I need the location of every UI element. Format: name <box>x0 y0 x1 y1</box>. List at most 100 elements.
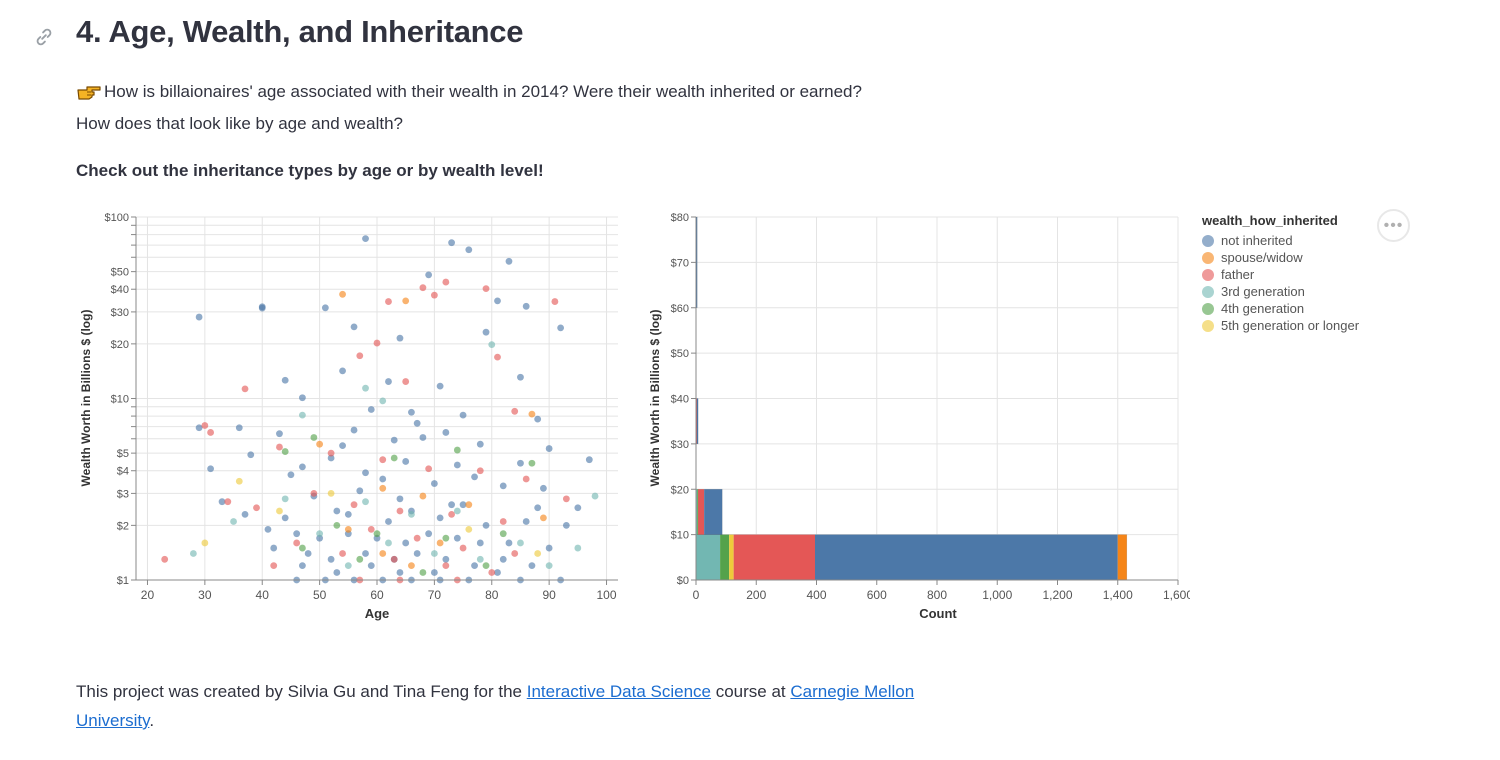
scatter-point <box>367 562 375 570</box>
scatter-point <box>207 465 214 473</box>
legend-label: 4th generation <box>1221 301 1305 316</box>
scatter-point <box>390 555 398 563</box>
scatter-point <box>281 448 289 455</box>
scatter-point <box>304 550 312 557</box>
x-tick-label: 60 <box>370 588 384 602</box>
scatter-point <box>367 526 375 533</box>
scatter-point <box>482 328 490 336</box>
legend-swatch <box>1202 302 1214 315</box>
scatter-point <box>465 501 473 509</box>
legend-title: wealth_how_inherited <box>1202 213 1338 228</box>
legend-swatch <box>1202 268 1214 281</box>
scatter-point <box>281 376 289 384</box>
scatter-point <box>557 324 565 332</box>
scatter-point <box>402 378 410 385</box>
question-line-1: How is billaionaires' age associated wit… <box>76 82 862 102</box>
scatter-point <box>528 459 536 467</box>
scatter-point <box>396 495 404 503</box>
scatter-point <box>517 539 524 547</box>
scatter-point <box>270 544 278 552</box>
scatter-point <box>430 291 438 299</box>
scatter-point <box>344 526 352 533</box>
scatter-point <box>465 246 473 254</box>
scatter-point <box>442 562 450 570</box>
scatter-point <box>379 475 387 483</box>
scatter-point <box>385 378 392 385</box>
scatter-point <box>310 490 318 497</box>
scatter-point <box>264 526 272 533</box>
legend-item[interactable]: not inherited <box>1202 232 1359 249</box>
scatter-point <box>367 406 375 413</box>
scatter-point <box>161 555 169 563</box>
scatter-point <box>350 501 358 509</box>
scatter-point <box>247 451 255 459</box>
scatter-point <box>476 539 484 547</box>
more-options-icon[interactable]: ••• <box>1377 209 1410 242</box>
scatter-point <box>562 521 570 529</box>
scatter-point <box>201 539 209 547</box>
scatter-point <box>471 473 478 481</box>
scatter-point <box>425 465 433 473</box>
histogram-bar-segment <box>720 534 730 580</box>
wealth-count-histogram-chart[interactable]: $0 $10 $20 $30 $40 $50 $60 $70 $80 0 200 400 600 800 1… <box>645 205 1190 635</box>
scatter-point <box>327 454 335 462</box>
page-title: 4. Age, Wealth, and Inheritance <box>76 14 524 49</box>
scatter-point <box>534 550 542 557</box>
link-icon[interactable] <box>33 26 55 48</box>
legend-item[interactable]: father <box>1202 266 1359 283</box>
scatter-point <box>333 507 341 515</box>
carnegie-mellon-link[interactable]: Carnegie Mellon University <box>76 682 915 730</box>
scatter-point <box>344 510 352 518</box>
scatter-point <box>241 385 249 393</box>
scatter-point <box>362 235 369 243</box>
scatter-point <box>476 467 484 475</box>
x-tick-label: 0 <box>693 588 700 602</box>
scatter-point <box>385 518 392 525</box>
scatter-point <box>356 487 364 495</box>
footer-text: This project was created by Silvia Gu an… <box>76 682 527 701</box>
scatter-point <box>402 539 410 547</box>
scatter-point <box>522 302 530 310</box>
scatter-point <box>419 434 427 441</box>
legend-item[interactable]: spouse/widow <box>1202 249 1359 266</box>
scatter-point <box>413 550 421 557</box>
scatter-point <box>511 550 519 557</box>
scatter-point <box>442 555 450 563</box>
scatter-point <box>293 539 301 547</box>
scatter-point <box>522 475 530 483</box>
scatter-point <box>373 339 381 347</box>
scatter-point <box>396 334 404 342</box>
scatter-point <box>419 569 427 576</box>
age-wealth-scatter-chart[interactable]: $1 $2 $3 $4 $5 $10 $20 $30 $40 $50 $100 20 30 40 50 60 7… <box>76 205 636 635</box>
scatter-point <box>241 510 249 518</box>
y-tick-label: $80 <box>671 212 689 224</box>
legend-item[interactable]: 5th generation or longer <box>1202 317 1359 334</box>
legend-item[interactable]: 4th generation <box>1202 300 1359 317</box>
scatter-point <box>459 411 467 419</box>
scatter-point <box>436 514 444 522</box>
histogram-bars <box>695 216 1128 581</box>
scatter-point <box>459 544 467 552</box>
scatter-point <box>339 367 346 375</box>
legend-items: not inherited spouse/widow father 3rd gener… <box>1202 232 1359 334</box>
legend-swatch <box>1202 285 1214 298</box>
scatter-point <box>574 504 582 512</box>
y-tick-label: $50 <box>111 267 129 279</box>
interactive-data-science-link[interactable]: Interactive Data Science <box>526 682 711 701</box>
legend-swatch <box>1202 319 1214 332</box>
scatter-point <box>448 510 455 518</box>
y-tick-label: $20 <box>111 339 129 351</box>
scatter-point <box>253 504 260 512</box>
scatter-point <box>413 534 421 542</box>
scatter-point <box>276 507 283 515</box>
scatter-point <box>327 490 335 497</box>
scatter-point <box>276 443 283 451</box>
scatter-point <box>270 562 278 570</box>
y-tick-label: $40 <box>671 394 689 406</box>
y-tick-label: $10 <box>671 530 689 542</box>
scatter-point <box>425 530 433 538</box>
scatter-point <box>551 298 559 305</box>
footer-text: course at <box>711 682 791 701</box>
legend-item[interactable]: 3rd generation <box>1202 283 1359 300</box>
question-line-2: How does that look like by age and wealt… <box>76 114 403 133</box>
